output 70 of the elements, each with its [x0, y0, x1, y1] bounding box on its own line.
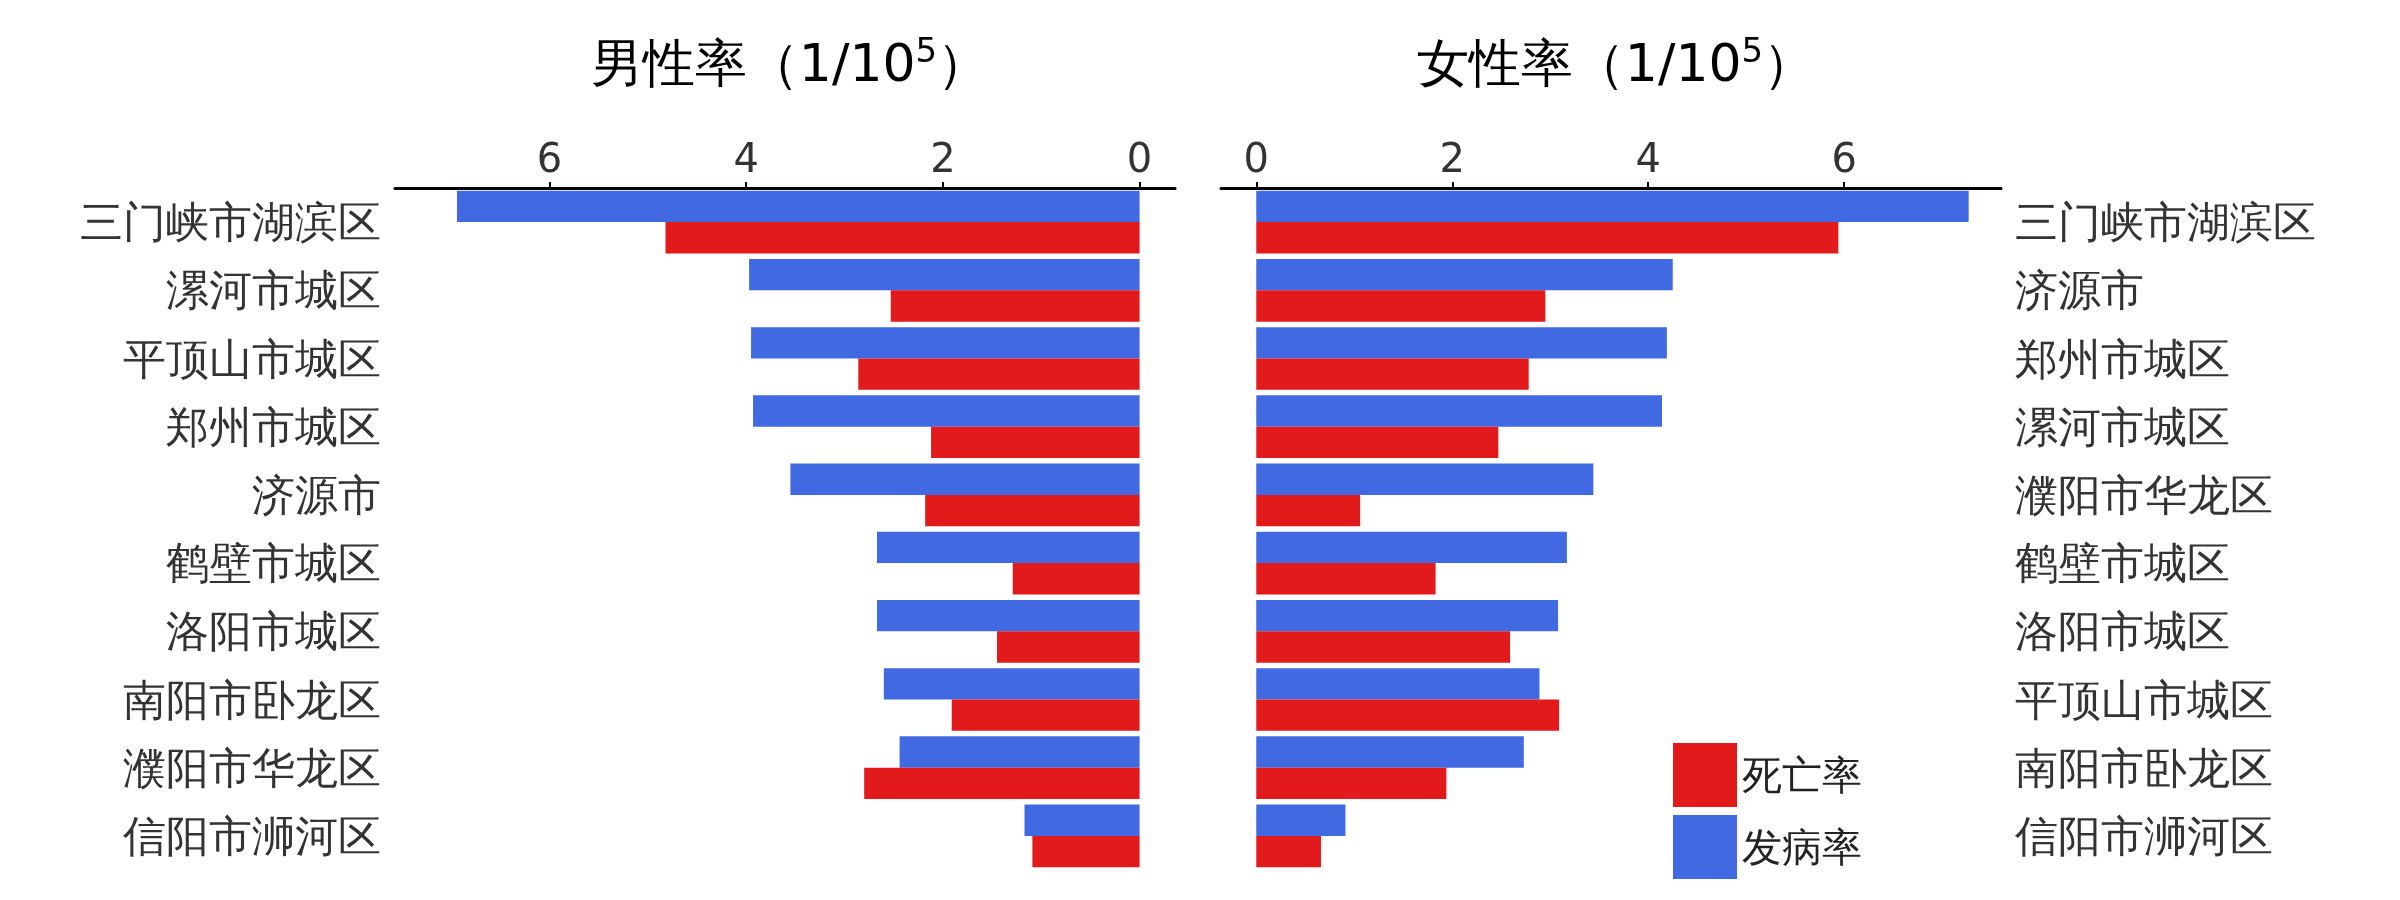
bar: [1256, 668, 1540, 700]
bar: [1024, 804, 1140, 836]
bar: [883, 668, 1140, 700]
bar: [1256, 290, 1546, 322]
bar: [1256, 599, 1559, 632]
y-tick-label: 郑州市城区: [2015, 333, 2230, 384]
bar: [456, 190, 1140, 223]
y-tick-label: 郑州市城区: [166, 401, 381, 452]
bar: [1256, 767, 1447, 800]
y-tick-label: 洛阳市城区: [166, 606, 381, 657]
y-tick-label: 济源市: [252, 469, 381, 520]
y-tick-label: 三门峡市湖滨区: [80, 197, 381, 248]
bar: [1256, 563, 1436, 595]
bar: [864, 767, 1140, 800]
x-tick-label: 0: [1126, 135, 1153, 181]
bar: [1256, 426, 1499, 459]
bar: [1256, 258, 1673, 291]
bar: [665, 222, 1140, 254]
y-tick-label: 平顶山市城区: [123, 333, 381, 384]
legend-label: 发病率: [1742, 824, 1862, 870]
bar: [1256, 531, 1567, 564]
bar: [749, 258, 1140, 291]
y-tick-label: 济源市: [2015, 265, 2144, 316]
bar: [1256, 327, 1667, 359]
legend-label: 死亡率: [1742, 752, 1862, 798]
x-tick-label: 2: [930, 135, 956, 181]
bar: [1256, 631, 1511, 663]
y-tick-label: 三门峡市湖滨区: [2015, 197, 2316, 248]
bar: [1012, 563, 1140, 595]
bar: [1256, 699, 1560, 731]
bar: [1256, 190, 1969, 223]
bar: [1256, 494, 1361, 527]
bar: [951, 699, 1140, 731]
bar: [1032, 835, 1140, 868]
x-tick-label: 6: [536, 135, 563, 181]
bar: [1256, 222, 1839, 254]
bar: [753, 395, 1140, 427]
y-tick-label: 南阳市卧龙区: [2015, 742, 2273, 793]
bar: [751, 327, 1140, 359]
x-tick-label: 2: [1439, 135, 1465, 181]
y-tick-label: 信阳市浉河区: [2015, 810, 2273, 861]
bar: [1256, 358, 1529, 390]
bar: [899, 736, 1140, 768]
x-tick-label: 4: [1635, 135, 1661, 181]
y-tick-label: 鹤壁市城区: [2015, 538, 2230, 589]
x-tick-label: 6: [1831, 135, 1857, 181]
y-tick-label: 濮阳市华龙区: [2015, 469, 2273, 520]
y-tick-label: 信阳市浉河区: [123, 810, 381, 861]
x-tick-label: 0: [1243, 135, 1269, 181]
bar: [996, 631, 1140, 663]
bar: [876, 531, 1140, 564]
bar: [890, 290, 1140, 322]
bar: [1256, 736, 1524, 768]
y-tick-label: 洛阳市城区: [2015, 606, 2230, 657]
bar: [790, 463, 1140, 495]
bar: [876, 599, 1140, 632]
y-tick-label: 漯河市城区: [166, 265, 381, 316]
bar: [925, 494, 1140, 527]
y-tick-label: 漯河市城区: [2015, 401, 2230, 452]
bar: [1256, 804, 1346, 836]
y-tick-label: 濮阳市华龙区: [123, 742, 381, 793]
bar: [1256, 835, 1321, 868]
y-tick-label: 鹤壁市城区: [166, 538, 381, 589]
bar: [1256, 395, 1662, 427]
bar: [858, 358, 1140, 390]
y-tick-label: 南阳市卧龙区: [123, 674, 381, 725]
y-tick-label: 平顶山市城区: [2015, 674, 2273, 725]
bar: [931, 426, 1140, 459]
x-tick-label: 4: [733, 135, 759, 181]
bar: [1256, 463, 1594, 495]
